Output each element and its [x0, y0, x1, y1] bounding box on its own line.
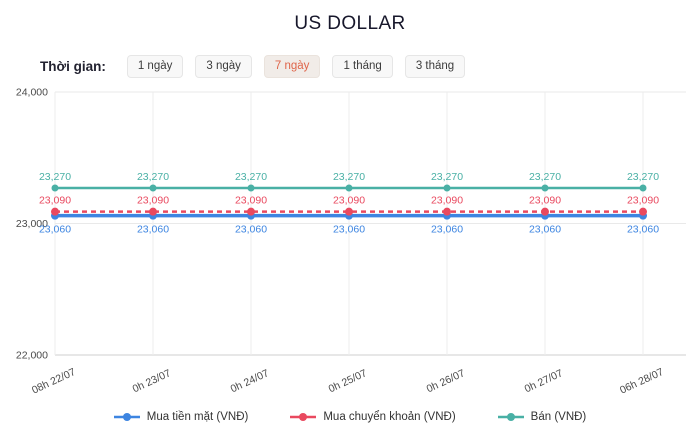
data-label-mua-chuyen-khoan-vn: 23,090 [627, 195, 659, 207]
page-title: US DOLLAR [294, 13, 406, 34]
legend-item-mua-chuyen-khoan-vn[interactable]: Mua chuyển khoản (VNĐ) [290, 411, 456, 423]
series-marker-mua-chuyen-khoan-vn [247, 207, 255, 216]
time-range-button-3-ngay[interactable]: 3 ngày [195, 54, 252, 78]
price-chart: 22,000 23,000 24,000 08h 22/07 0h 23/07 0h 24… [16, 87, 686, 397]
data-label-mua-chuyen-khoan-vn: 23,090 [431, 195, 463, 207]
data-label-ban-vn: 23,270 [333, 171, 365, 183]
data-label-ban-vn: 23,270 [235, 171, 267, 183]
time-range-controls: Thời gian: 1 ngày 3 ngày 7 ngày 1 tháng 3 th… [40, 54, 466, 78]
series-marker-ban-vn [149, 184, 157, 192]
time-range-button-7-ngay[interactable]: 7 ngày [263, 54, 321, 78]
legend-item-mua-tien-mat-vn[interactable]: Mua tiền mặt (VNĐ) [113, 411, 249, 423]
data-label-mua-chuyen-khoan-vn: 23,090 [39, 195, 71, 207]
data-label-ban-vn: 23,270 [39, 171, 71, 183]
series-marker-mua-chuyen-khoan-vn [51, 207, 59, 216]
x-axis-tick-label: 0h 24/07 [229, 367, 271, 395]
chart-legend: Mua tiền mặt (VNĐ) Mua chuyển khoản (VNĐ)… [0, 411, 700, 423]
series-marker-ban-vn [51, 184, 59, 192]
series-marker-ban-vn [443, 184, 451, 192]
series-marker-mua-chuyen-khoan-vn [541, 207, 549, 216]
time-range-label: Thời gian: [40, 58, 106, 74]
legend-marker-icon [497, 413, 524, 421]
data-label-mua-chuyen-khoan-vn: 23,090 [137, 195, 169, 207]
data-label-mua-chuyen-khoan-vn: 23,090 [529, 195, 561, 207]
data-label-mua-chuyen-khoan-vn: 23,090 [333, 195, 365, 207]
legend-item-ban-vn[interactable]: Bán (VNĐ) [497, 411, 587, 423]
data-label-mua-tien-mat-vn: 23,060 [529, 224, 561, 236]
series-marker-ban-vn [247, 184, 255, 192]
x-axis-tick-label: 06h 28/07 [618, 366, 666, 397]
y-axis-tick-label: 24,000 [16, 87, 48, 99]
series-marker-ban-vn [541, 184, 549, 192]
y-axis-tick-label: 22,000 [16, 350, 48, 362]
legend-marker-icon [113, 413, 140, 421]
time-range-buttons: 1 ngày 3 ngày 7 ngày 1 tháng 3 tháng [115, 54, 466, 78]
x-axis-tick-label: 0h 26/07 [425, 367, 467, 395]
series-marker-ban-vn [639, 184, 647, 192]
legend-label: Mua tiền mặt (VNĐ) [146, 411, 249, 423]
x-axis-tick-label: 0h 27/07 [523, 367, 565, 395]
x-axis-tick-label: 08h 22/07 [30, 366, 78, 397]
time-range-button-1-ngay[interactable]: 1 ngày [126, 54, 184, 78]
series-marker-mua-chuyen-khoan-vn [639, 207, 647, 216]
series-marker-mua-chuyen-khoan-vn [149, 207, 157, 216]
y-axis-tick-label: 23,000 [16, 218, 48, 230]
data-label-mua-tien-mat-vn: 23,060 [235, 224, 267, 236]
time-range-button-1-thang[interactable]: 1 tháng [332, 54, 393, 78]
data-label-mua-tien-mat-vn: 23,060 [431, 224, 463, 236]
data-label-mua-tien-mat-vn: 23,060 [137, 224, 169, 236]
series-marker-mua-chuyen-khoan-vn [443, 207, 451, 216]
data-label-ban-vn: 23,270 [627, 171, 659, 183]
data-label-mua-chuyen-khoan-vn: 23,090 [235, 195, 267, 207]
time-range-button-3-thang[interactable]: 3 tháng [404, 54, 466, 78]
data-label-ban-vn: 23,270 [529, 171, 561, 183]
x-axis-tick-label: 0h 25/07 [327, 367, 369, 395]
data-label-ban-vn: 23,270 [137, 171, 169, 183]
data-label-mua-tien-mat-vn: 23,060 [627, 224, 659, 236]
x-axis-tick-label: 0h 23/07 [131, 367, 173, 395]
legend-label: Mua chuyển khoản (VNĐ) [323, 411, 456, 423]
series-marker-mua-chuyen-khoan-vn [345, 207, 353, 216]
legend-label: Bán (VNĐ) [530, 411, 587, 423]
series-marker-ban-vn [345, 184, 353, 192]
data-label-ban-vn: 23,270 [431, 171, 463, 183]
data-label-mua-tien-mat-vn: 23,060 [39, 224, 71, 236]
legend-marker-icon [290, 413, 317, 421]
data-label-mua-tien-mat-vn: 23,060 [333, 224, 365, 236]
